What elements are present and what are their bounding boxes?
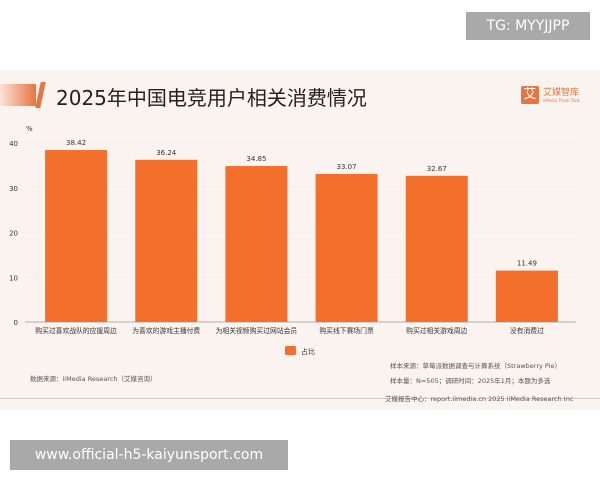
x-tick-label: 购买过喜欢战队的应援周边 [35, 326, 117, 335]
x-tick-label: 购买过相关游戏周边 [406, 326, 467, 335]
x-tick-label: 为相关视频购买过网站会员 [216, 326, 298, 335]
chart-title: 2025年中国电竞用户相关消费情况 [56, 86, 367, 110]
data-label: 34.85 [246, 155, 266, 163]
y-tick-label: 40 [9, 140, 18, 148]
legend-swatch [285, 346, 296, 355]
data-label: 32.67 [427, 165, 447, 173]
y-tick-label: 10 [9, 274, 18, 282]
footer-divider [0, 398, 600, 399]
data-label: 38.42 [66, 139, 86, 147]
x-tick-label: 为喜欢的游戏主播付费 [132, 326, 200, 335]
data-label: 33.07 [337, 163, 357, 171]
watermark-top: TG: MYYJJPP [466, 12, 590, 40]
logo-icon: 艾 [521, 86, 539, 104]
legend-label: 占比 [301, 347, 315, 356]
data-label: 36.24 [156, 149, 177, 157]
x-tick-label: 购买线下赛场门票 [319, 326, 374, 335]
sample-size: 样本量：N=505；调研时间：2025年1月；本题为多选 [390, 377, 551, 385]
logo-name: 艾媒智库 [543, 87, 580, 98]
logo-sub: iiMedia Think Tank [543, 97, 580, 103]
bar [315, 174, 378, 322]
bar [495, 270, 558, 322]
footer-text: 艾媒报告中心：report.iimedia.cn 2025 iiMedia Re… [385, 395, 574, 403]
y-tick-label: 30 [9, 185, 18, 193]
watermark-bottom: www.official-h5-kaiyunsport.com [10, 440, 288, 470]
x-tick-label: 没有消费过 [510, 326, 544, 335]
bar [225, 166, 288, 322]
y-axis-unit: % [26, 125, 33, 133]
y-tick-label: 0 [14, 319, 18, 327]
logo: 艾 艾媒智库 iiMedia Think Tank [521, 86, 580, 104]
y-tick-label: 20 [9, 230, 18, 238]
bar [45, 150, 108, 322]
title-accent [0, 84, 36, 106]
data-source: 数据来源：iiMedia Research（艾媒咨询） [30, 375, 157, 383]
bar [135, 159, 198, 322]
sample-source: 样本来源：草莓派数据调查与计算系统（Strawberry Pie） [390, 362, 561, 370]
data-label: 11.49 [517, 260, 537, 268]
bar [405, 175, 468, 322]
